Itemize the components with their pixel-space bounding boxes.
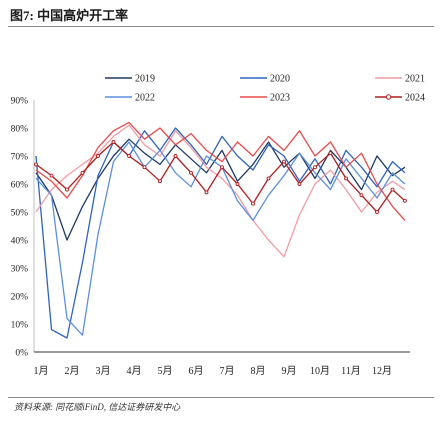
x-tick-label: 1月 [34, 365, 49, 377]
series-marker-2024 [402, 198, 407, 203]
figure-title: 图7: 中国高炉开工率 [10, 8, 129, 23]
legend-label: 2024 [405, 93, 425, 104]
legend-item-2020: 2020 [240, 74, 290, 85]
series-line-2022 [35, 141, 406, 336]
series-marker-2024 [390, 187, 395, 192]
legend-label: 2022 [135, 93, 155, 104]
series-marker-2024 [34, 162, 38, 167]
y-tick-label: 10% [11, 321, 29, 331]
series-marker-2024 [359, 193, 364, 198]
x-tick-label: 10月 [310, 365, 330, 377]
x-tick-label: 6月 [189, 365, 204, 377]
x-tick-label: 8月 [251, 365, 266, 377]
legend-item-2024: 2024 [375, 93, 425, 104]
axes: 0% 10% 20% 30% 40% 50% 60% 70% 80% 90% 1月 2月 3月 4月 5月 6… [11, 97, 410, 377]
source-divider [8, 397, 434, 398]
series-marker-2024 [375, 210, 379, 214]
series-marker-2024 [282, 159, 286, 164]
series-marker-2024 [251, 201, 255, 206]
y-tick-label: 0% [15, 349, 28, 359]
series-marker-2024 [96, 154, 100, 158]
series-marker-2024 [49, 173, 54, 178]
legend-item-2019: 2019 [105, 74, 155, 85]
source-note: 资料来源: 同花顺iFinD, 信达证券研发中心 [14, 402, 181, 412]
series-line-2020 [35, 127, 406, 339]
x-tick-label: 4月 [127, 365, 142, 377]
y-tick-label: 40% [11, 237, 29, 247]
legend-marker-2024 [385, 94, 392, 100]
legend-label: 2019 [135, 74, 155, 85]
series-marker-2024 [313, 165, 317, 170]
x-tick-label: 7月 [220, 365, 235, 377]
x-tick-label: 5月 [158, 365, 173, 377]
legend-label: 2023 [270, 93, 290, 104]
series-marker-2024 [127, 154, 131, 158]
x-tick-label: 3月 [96, 365, 111, 377]
series-marker-2024 [297, 182, 302, 186]
legend-item-2021: 2021 [375, 74, 425, 85]
series-marker-2024 [328, 151, 333, 156]
y-tick-label: 80% [11, 125, 29, 135]
legend-item-2022: 2022 [105, 93, 155, 104]
legend-label: 2021 [405, 74, 425, 85]
x-tick-label: 2月 [65, 365, 80, 377]
series-line-2023 [35, 121, 406, 221]
series-group [34, 121, 407, 339]
y-tick-label: 20% [11, 293, 29, 303]
series-marker-2024 [65, 187, 69, 192]
series-marker-2024 [344, 176, 348, 181]
series-marker-2024 [235, 182, 240, 186]
y-tick-label: 70% [11, 153, 29, 163]
y-tick-label: 30% [11, 265, 29, 275]
series-marker-2024 [189, 170, 193, 175]
series-marker-2024 [158, 179, 162, 184]
y-tick-label: 90% [11, 97, 29, 107]
x-tick-label: 9月 [282, 365, 297, 377]
y-tick-label: 60% [11, 181, 29, 191]
legend-label: 2020 [270, 74, 290, 85]
legend: 2019 2020 2021 2022 2023 2024 [105, 74, 425, 104]
legend-item-2023: 2023 [240, 93, 290, 104]
series-marker-2024 [220, 165, 224, 170]
x-tick-label: 11月 [341, 365, 361, 377]
series-marker-2024 [173, 154, 178, 158]
series-marker-2024 [142, 165, 147, 170]
x-tick-label: 12月 [372, 365, 392, 377]
y-tick-label: 50% [11, 209, 29, 219]
series-marker-2024 [111, 140, 116, 144]
series-marker-2024 [204, 190, 209, 195]
series-marker-2024 [80, 170, 85, 175]
series-line-2021 [35, 124, 406, 258]
series-marker-2024 [266, 176, 271, 181]
title-divider [8, 26, 434, 27]
